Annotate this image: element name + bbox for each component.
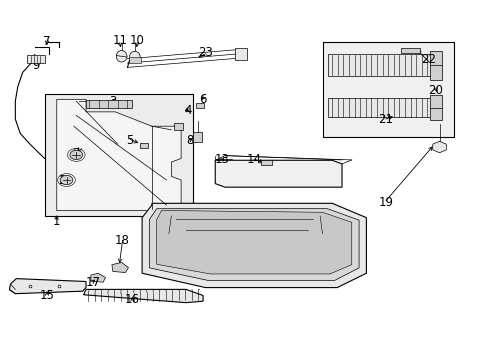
Text: 18: 18 [115, 234, 130, 247]
Text: 8: 8 [186, 134, 193, 147]
Text: 10: 10 [129, 34, 144, 48]
Text: 5: 5 [126, 134, 133, 147]
Text: 14: 14 [246, 153, 261, 166]
Text: 4: 4 [184, 104, 192, 117]
Polygon shape [149, 209, 358, 280]
Ellipse shape [129, 51, 140, 63]
Polygon shape [9, 279, 86, 294]
Polygon shape [91, 273, 105, 282]
FancyBboxPatch shape [195, 103, 203, 108]
Text: 2: 2 [72, 147, 80, 159]
Ellipse shape [116, 50, 127, 62]
Text: 1: 1 [53, 215, 61, 228]
Text: 21: 21 [378, 113, 393, 126]
Text: 2: 2 [58, 174, 65, 186]
FancyBboxPatch shape [193, 132, 202, 142]
Text: 12: 12 [251, 249, 266, 262]
FancyBboxPatch shape [27, 55, 45, 63]
Text: 15: 15 [40, 289, 54, 302]
Polygon shape [112, 262, 128, 273]
FancyBboxPatch shape [234, 48, 246, 60]
Text: 6: 6 [199, 93, 206, 106]
Polygon shape [83, 289, 203, 303]
FancyBboxPatch shape [328, 54, 432, 76]
FancyBboxPatch shape [261, 159, 271, 165]
FancyBboxPatch shape [429, 95, 441, 120]
FancyBboxPatch shape [129, 57, 141, 63]
Polygon shape [215, 160, 341, 187]
Text: 20: 20 [427, 84, 442, 97]
Text: 17: 17 [86, 276, 101, 289]
Text: 19: 19 [378, 196, 393, 209]
Polygon shape [57, 99, 181, 211]
Text: 13: 13 [215, 153, 229, 166]
Text: 23: 23 [198, 46, 212, 59]
Polygon shape [157, 211, 351, 274]
FancyBboxPatch shape [429, 51, 441, 80]
Text: 11: 11 [112, 34, 127, 48]
Polygon shape [142, 203, 366, 288]
FancyBboxPatch shape [140, 143, 148, 148]
FancyBboxPatch shape [322, 42, 453, 137]
Text: 3: 3 [109, 95, 116, 108]
Text: 22: 22 [421, 53, 435, 66]
Circle shape [60, 175, 73, 185]
Text: 16: 16 [124, 293, 140, 306]
FancyBboxPatch shape [400, 48, 419, 53]
Text: 9: 9 [32, 59, 40, 72]
FancyBboxPatch shape [328, 98, 432, 117]
Text: 7: 7 [43, 35, 51, 49]
Circle shape [70, 150, 82, 159]
FancyBboxPatch shape [86, 100, 132, 108]
FancyBboxPatch shape [44, 94, 193, 216]
FancyBboxPatch shape [173, 123, 182, 130]
